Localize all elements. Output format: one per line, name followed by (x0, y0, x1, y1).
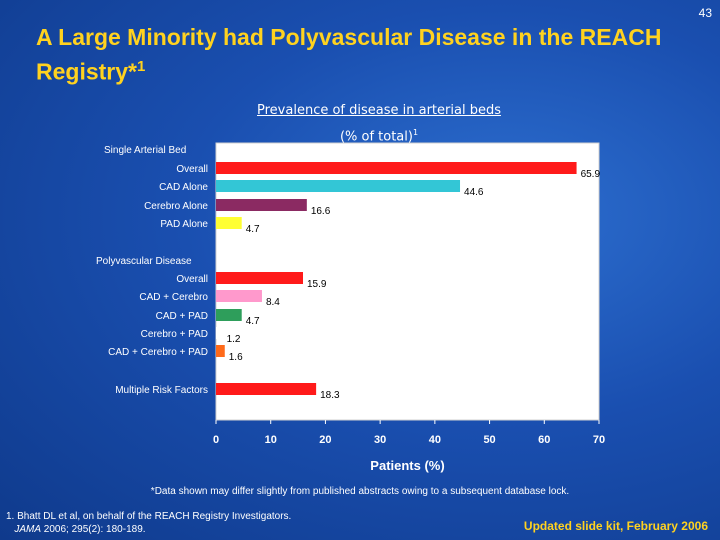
slide-title-text: A Large Minority had Polyvascular Diseas… (36, 24, 662, 85)
bar (216, 217, 242, 229)
chart-subtitle-citation-marker: 1 (412, 128, 419, 137)
slide-title: A Large Minority had Polyvascular Diseas… (36, 22, 676, 87)
group-heading: Polyvascular Disease (96, 256, 192, 267)
data-label: 4.7 (246, 316, 260, 327)
data-label: 8.4 (266, 297, 280, 308)
reference-citation: 2006; 295(2): 180-189. (41, 524, 146, 535)
bar (216, 290, 262, 302)
x-tick-label: 0 (213, 434, 219, 446)
x-tick-label: 40 (429, 434, 441, 446)
reference-line-1: 1. Bhatt DL et al, on behalf of the REAC… (6, 511, 292, 522)
category-label: Overall (176, 274, 208, 285)
x-axis-label: Patients (%) (370, 458, 444, 473)
category-label: CAD + PAD (156, 311, 208, 322)
bar (216, 199, 307, 211)
data-label: 65.9 (581, 169, 601, 180)
reference-line-2: JAMA 2006; 295(2): 180-189. (6, 523, 291, 536)
bar (216, 180, 461, 192)
bar (216, 383, 317, 395)
data-label: 4.7 (246, 224, 260, 235)
data-label: 44.6 (464, 187, 484, 198)
category-label: Cerebro + PAD (141, 329, 208, 340)
x-tick-label: 30 (374, 434, 386, 446)
x-tick-label: 70 (593, 434, 605, 446)
bar (216, 162, 577, 174)
x-tick-label: 20 (319, 434, 331, 446)
chart-title-block: Prevalence of disease in arterial beds (… (190, 100, 568, 148)
category-label: CAD + Cerebro (139, 292, 208, 303)
footnote: *Data shown may differ slightly from pub… (150, 486, 570, 497)
data-label: 18.3 (320, 390, 340, 401)
bar (216, 272, 303, 284)
chart-title: Prevalence of disease in arterial beds (257, 103, 501, 118)
bar (216, 327, 223, 339)
x-tick-label: 50 (483, 434, 495, 446)
title-citation-marker: 1 (136, 58, 146, 75)
reference-journal: JAMA (14, 524, 42, 535)
category-label: Cerebro Alone (144, 201, 208, 212)
category-label: Multiple Risk Factors (115, 385, 208, 396)
slide-number: 43 (698, 6, 712, 20)
category-label: CAD + Cerebro + PAD (108, 347, 208, 358)
group-heading: Single Arterial Bed (104, 145, 186, 156)
data-label: 15.9 (307, 279, 327, 290)
data-label: 16.6 (311, 206, 331, 217)
slide-kit-label: Updated slide kit, February 2006 (523, 519, 708, 533)
reference: 1. Bhatt DL et al, on behalf of the REAC… (6, 510, 291, 536)
x-tick-label: 10 (265, 434, 277, 446)
category-label: PAD Alone (160, 219, 208, 230)
data-label: 1.2 (227, 334, 241, 345)
category-label: CAD Alone (159, 182, 208, 193)
x-tick-label: 60 (538, 434, 550, 446)
bar (216, 345, 225, 357)
bar (216, 309, 242, 321)
chart-subtitle: (% of total) (339, 129, 413, 145)
data-label: 1.6 (229, 352, 243, 363)
category-label: Overall (176, 164, 208, 175)
